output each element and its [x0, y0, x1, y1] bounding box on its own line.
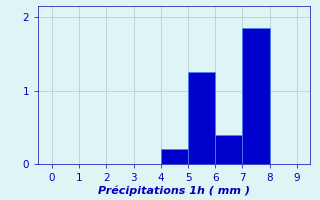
Bar [243, 28, 270, 164]
Bar [215, 135, 243, 164]
X-axis label: Précipitations 1h ( mm ): Précipitations 1h ( mm ) [99, 186, 251, 196]
Bar [188, 72, 215, 164]
Bar [161, 149, 188, 164]
